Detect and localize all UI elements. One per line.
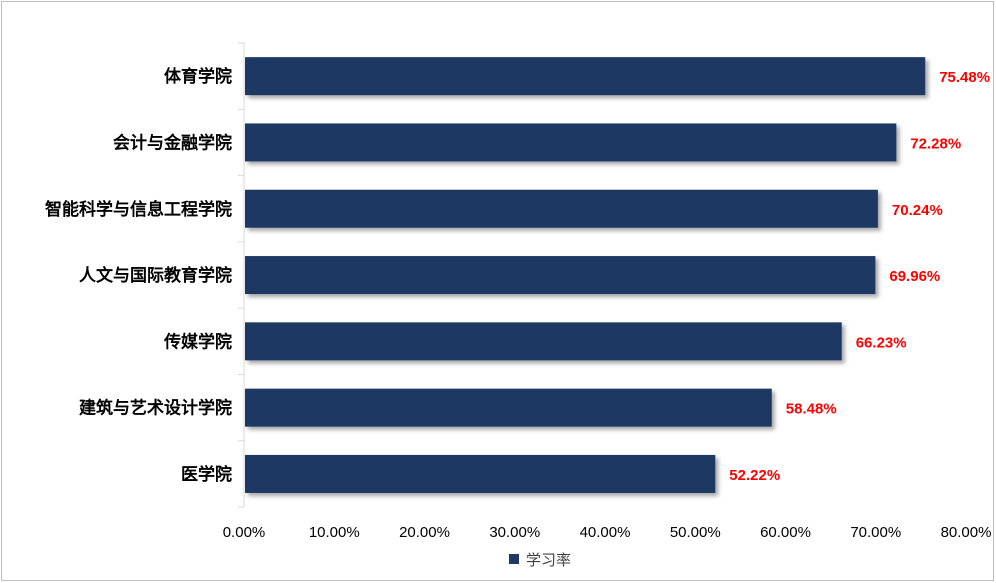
- bar: [245, 454, 716, 493]
- x-tick-label: 20.00%: [399, 524, 450, 541]
- category-label: 智能科学与信息工程学院: [45, 199, 232, 220]
- bar: [245, 57, 926, 96]
- bar: [245, 388, 772, 427]
- x-tick-label: 40.00%: [580, 524, 631, 541]
- y-axis: [238, 42, 245, 508]
- x-tick-label: 30.00%: [489, 524, 540, 541]
- x-tick-label: 80.00%: [941, 524, 992, 541]
- data-label: 66.23%: [856, 334, 907, 351]
- x-tick-label: 70.00%: [850, 524, 901, 541]
- category-label: 会计与金融学院: [113, 132, 232, 153]
- legend: 学习率: [509, 551, 571, 569]
- bar: [245, 322, 842, 361]
- x-axis-ticks: 0.00% 10.00% 20.00% 30.00% 40.00% 50.00% 60.00…: [223, 524, 992, 541]
- bars: [245, 57, 926, 493]
- category-label: 传媒学院: [163, 331, 232, 352]
- data-labels: 75.48% 72.28% 70.24% 69.96% 66.23% 58.48% 52.2…: [729, 69, 990, 484]
- x-tick-label: 60.00%: [760, 524, 811, 541]
- bar: [245, 123, 897, 162]
- legend-label: 学习率: [526, 551, 571, 569]
- data-label: 72.28%: [910, 135, 961, 152]
- category-label: 医学院: [181, 464, 232, 485]
- legend-swatch: [509, 554, 519, 564]
- bar: [245, 256, 876, 295]
- category-labels: 体育学院会计与金融学院智能科学与信息工程学院人文与国际教育学院传媒学院建筑与艺术…: [45, 66, 232, 485]
- category-label: 人文与国际教育学院: [79, 265, 232, 286]
- data-label: 69.96%: [889, 268, 940, 285]
- category-label: 体育学院: [164, 66, 232, 87]
- x-tick-label: 50.00%: [670, 524, 721, 541]
- category-label: 建筑与艺术设计学院: [79, 398, 232, 419]
- data-label: 52.22%: [729, 467, 780, 484]
- x-tick-label: 10.00%: [309, 524, 360, 541]
- x-tick-label: 0.00%: [223, 524, 266, 541]
- data-label: 70.24%: [892, 202, 943, 219]
- data-label: 75.48%: [939, 69, 990, 86]
- bar: [245, 189, 878, 228]
- data-label: 58.48%: [786, 401, 837, 418]
